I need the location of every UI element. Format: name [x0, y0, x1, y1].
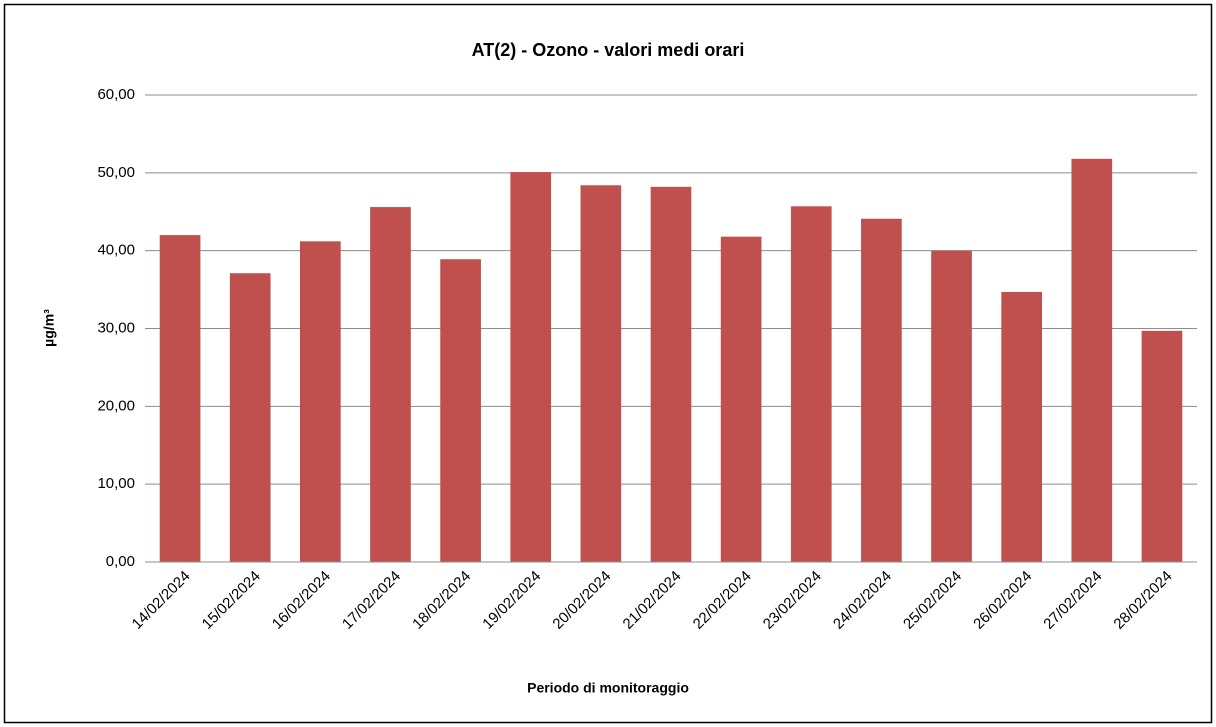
bar	[861, 218, 902, 562]
y-axis-label: µg/m³	[41, 309, 57, 347]
bar	[159, 235, 201, 562]
chart-title: AT(2) - Ozono - valori medi orari	[472, 40, 745, 60]
bar	[931, 250, 972, 562]
bar	[510, 172, 552, 562]
y-tick-label: 60,00	[97, 86, 135, 103]
bar	[440, 259, 481, 562]
bar	[1141, 330, 1183, 562]
bar	[370, 207, 411, 562]
bar	[650, 186, 692, 563]
y-tick-label: 20,00	[97, 397, 135, 414]
bar	[580, 185, 622, 562]
y-tick-label: 40,00	[97, 242, 135, 259]
bar	[1001, 291, 1043, 562]
y-tick-label: 50,00	[97, 164, 135, 181]
bar	[299, 241, 341, 562]
bar	[790, 206, 832, 562]
bar	[720, 236, 762, 562]
bar	[229, 273, 271, 562]
bar	[1071, 158, 1113, 562]
x-axis-label: Periodo di monitoraggio	[527, 680, 689, 696]
y-tick-label: 30,00	[97, 319, 135, 336]
y-tick-label: 10,00	[97, 475, 135, 492]
y-tick-label: 0,00	[106, 553, 135, 570]
